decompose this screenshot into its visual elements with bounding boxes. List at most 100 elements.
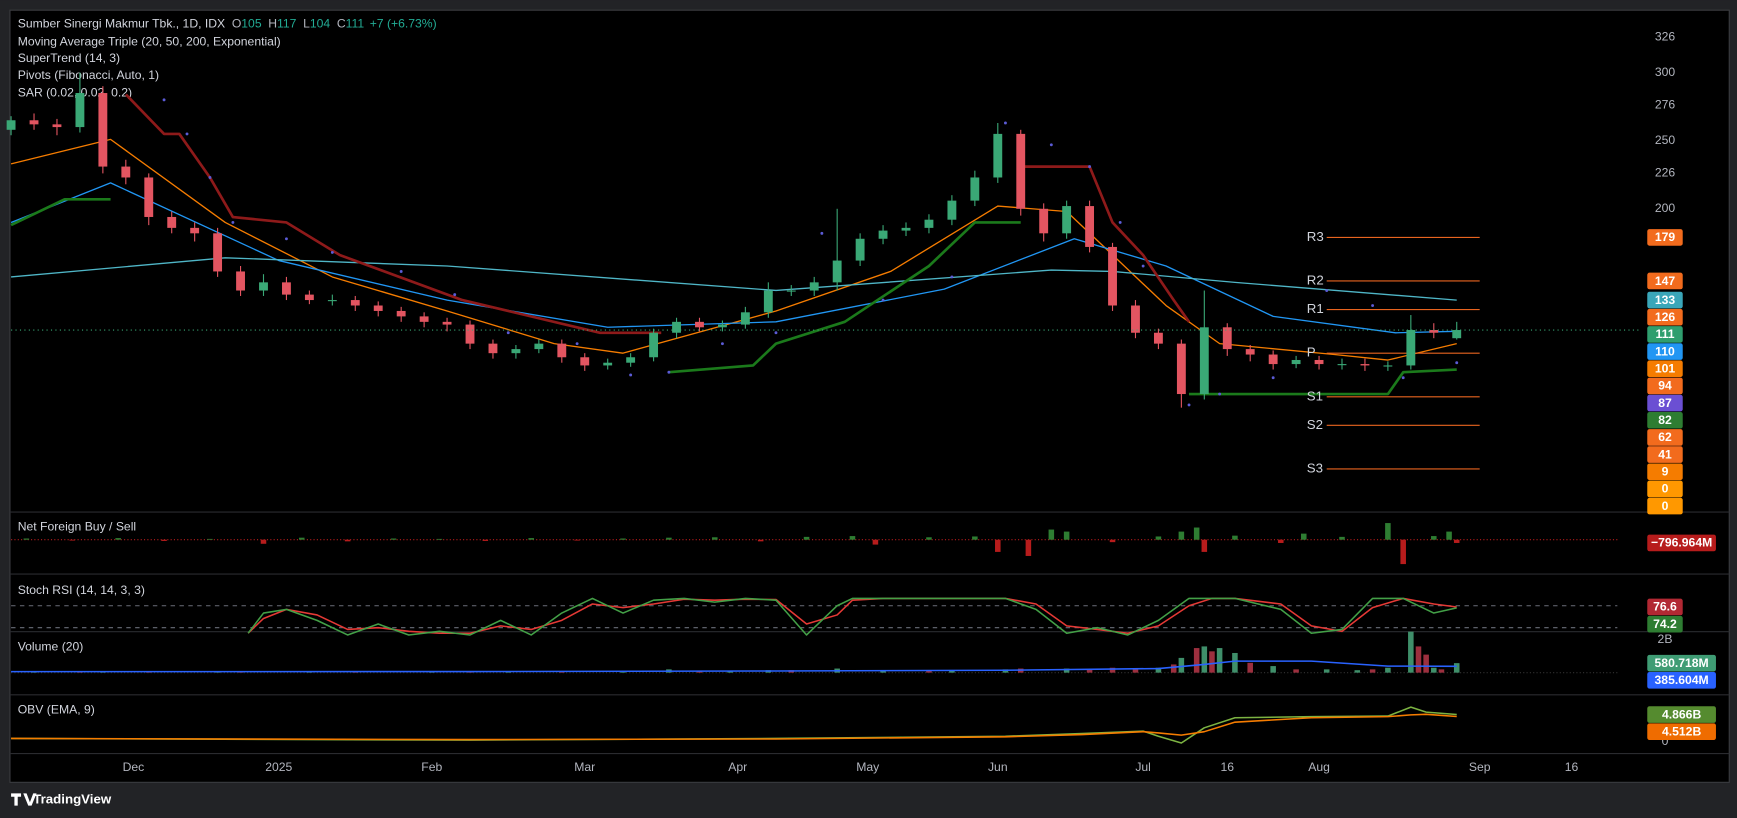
indicator-name: Moving Average Triple (20, 50, 200, Expo…: [18, 35, 281, 49]
bar: [344, 539, 351, 542]
x-tick-label: Dec: [123, 760, 145, 774]
bar: [528, 538, 534, 540]
price-tag-label: 101: [1655, 362, 1676, 376]
candle-body: [1222, 327, 1232, 350]
x-tick-label: 2025: [265, 760, 292, 774]
bar: [1193, 648, 1200, 673]
sar-dot: [881, 298, 885, 302]
bar: [1438, 669, 1445, 673]
bar: [1423, 654, 1429, 673]
price-tag: [1647, 272, 1683, 290]
candle-body: [350, 300, 360, 306]
candle-body: [557, 343, 567, 358]
bar: [69, 539, 76, 541]
sar-dot: [1218, 392, 1222, 396]
bar: [1063, 531, 1070, 540]
bar: [482, 539, 489, 541]
candle-body: [259, 282, 268, 291]
sar-dot: [1371, 304, 1375, 307]
price-tag: [1647, 497, 1683, 515]
price-tag: [1647, 706, 1716, 723]
candle-body: [855, 238, 865, 261]
sar-dot: [1004, 121, 1007, 125]
sar-dot: [1141, 264, 1145, 268]
bar: [1109, 539, 1116, 543]
candle-body: [1383, 365, 1393, 367]
sar-dot: [774, 331, 778, 335]
sar-dot: [399, 270, 403, 273]
price-tag: [1647, 534, 1716, 552]
bar: [1232, 652, 1238, 673]
candle-body: [1199, 327, 1209, 395]
candle-body: [373, 305, 383, 311]
price-tag-label: 62: [1658, 430, 1672, 444]
candle-body: [534, 343, 544, 350]
indicator-line: [11, 713, 1457, 741]
bar: [1109, 667, 1116, 673]
price-tag: [1647, 229, 1683, 246]
sar-dot: [162, 98, 166, 102]
moving-average: [10, 182, 1457, 334]
bar: [1216, 648, 1223, 673]
sar-dot: [453, 293, 457, 297]
candle-body: [901, 227, 911, 231]
candle-body: [580, 357, 590, 366]
sar-dot: [506, 331, 510, 335]
candle-body: [396, 310, 406, 317]
candle-body: [1245, 349, 1255, 355]
pane-title: Volume (20): [18, 639, 84, 653]
x-tick-label: Feb: [421, 760, 442, 774]
sar-dot: [285, 237, 288, 241]
candle-body: [970, 177, 980, 201]
candle-body: [511, 349, 521, 354]
sar-dot: [1118, 220, 1122, 224]
price-tag: [1647, 377, 1683, 395]
bar: [803, 536, 810, 540]
indicator-name: Pivots (Fibonacci, Auto, 1): [18, 68, 159, 82]
bar: [1408, 631, 1414, 673]
candle-body: [1291, 359, 1301, 365]
bar: [880, 671, 886, 673]
bar: [1270, 666, 1276, 673]
price-tag: [1647, 411, 1683, 429]
supertrend: [10, 197, 1457, 396]
price-tag-label: 133: [1655, 293, 1676, 307]
candle-body: [878, 230, 888, 239]
candle-body: [1016, 133, 1026, 209]
bar: [949, 670, 955, 673]
bar: [1178, 531, 1185, 540]
legend-value: 117: [277, 17, 297, 31]
candle-body: [236, 271, 245, 291]
bar: [926, 670, 932, 673]
bar: [666, 537, 672, 540]
bar: [1155, 667, 1162, 673]
supertrend: [124, 93, 1191, 335]
candle-body: [282, 282, 291, 295]
bar: [1446, 531, 1452, 540]
bar: [1201, 646, 1208, 673]
candle-body: [98, 93, 108, 167]
price-tag: [1647, 360, 1683, 378]
bar: [298, 537, 305, 540]
bar: [1323, 669, 1330, 673]
bar: [1209, 651, 1215, 673]
price-tag-label: 74.2: [1653, 617, 1677, 631]
bar: [559, 671, 565, 673]
candle-body: [1085, 206, 1095, 247]
candle-body: [52, 124, 62, 128]
x-tick-label: May: [856, 760, 880, 774]
y-tick-label: 326: [1655, 29, 1676, 43]
sar-dot: [1401, 376, 1405, 380]
bar: [436, 538, 443, 540]
price-tag: [1647, 343, 1683, 360]
price-tag: [1647, 291, 1683, 309]
sar-dot: [208, 176, 212, 179]
bar: [115, 538, 121, 540]
bar: [390, 538, 397, 540]
sar-dot: [575, 342, 579, 346]
bar: [1369, 669, 1376, 673]
candle-body: [465, 324, 475, 344]
price-tag: [1647, 463, 1683, 481]
price-tag: [1647, 308, 1683, 326]
price-tag-label: 0: [1662, 499, 1669, 513]
